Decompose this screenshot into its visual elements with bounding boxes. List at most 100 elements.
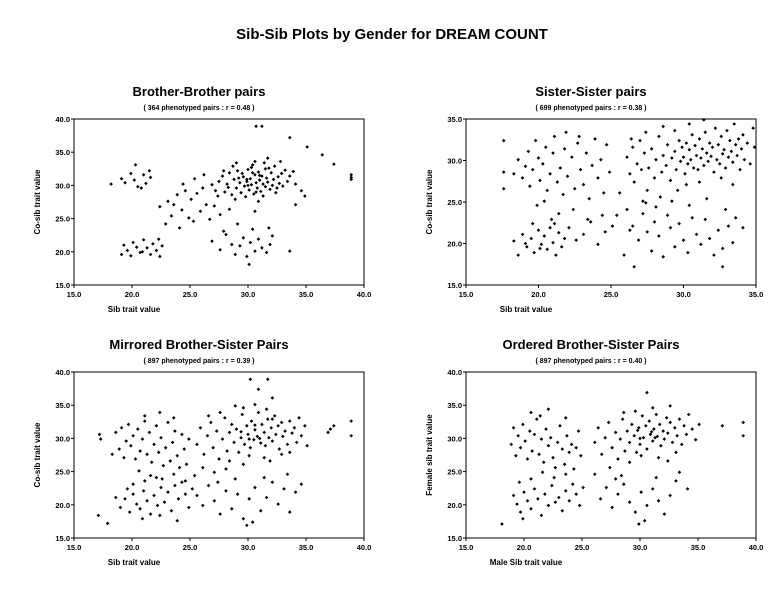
- data-point: [220, 174, 225, 178]
- data-point: [680, 145, 684, 150]
- data-point: [633, 510, 638, 514]
- chart-title: Ordered Brother-Sister Pairs: [502, 337, 679, 352]
- data-point: [158, 410, 162, 415]
- x-tick-label: 20.0: [125, 290, 140, 299]
- data-point: [248, 176, 253, 181]
- data-point: [657, 234, 661, 238]
- data-point: [299, 482, 304, 487]
- data-point: [534, 417, 539, 421]
- data-point: [166, 420, 170, 425]
- data-point: [642, 518, 647, 523]
- data-point: [741, 132, 745, 137]
- data-point: [147, 168, 152, 173]
- data-point: [690, 427, 694, 431]
- data-point: [670, 440, 675, 445]
- data-point: [584, 151, 589, 155]
- data-point: [154, 423, 159, 428]
- data-point: [567, 499, 572, 503]
- data-point: [681, 155, 686, 159]
- data-point: [233, 477, 238, 481]
- data-point: [558, 423, 562, 428]
- data-point: [272, 414, 277, 418]
- data-point: [269, 425, 273, 430]
- data-point: [177, 226, 182, 230]
- data-point: [119, 252, 124, 257]
- data-point: [262, 475, 267, 480]
- data-point: [659, 443, 663, 448]
- data-point: [243, 194, 248, 199]
- data-point: [163, 222, 168, 226]
- data-point: [610, 505, 614, 510]
- data-point: [180, 480, 184, 485]
- data-point: [536, 228, 541, 233]
- data-point: [142, 479, 147, 483]
- data-point: [578, 167, 583, 172]
- data-point: [693, 143, 697, 148]
- data-point: [227, 459, 232, 463]
- data-point: [645, 390, 649, 395]
- data-point: [630, 145, 635, 150]
- data-point: [686, 412, 691, 417]
- data-point: [241, 236, 246, 240]
- data-point: [214, 429, 219, 433]
- data-point: [644, 201, 648, 205]
- data-point: [710, 145, 715, 150]
- data-point: [218, 248, 222, 252]
- data-point: [213, 188, 218, 193]
- data-point: [668, 225, 673, 230]
- data-point: [615, 213, 619, 218]
- data-point: [553, 465, 558, 470]
- data-point: [720, 246, 725, 251]
- data-point: [264, 176, 269, 180]
- data-point: [604, 142, 609, 147]
- data-point: [156, 450, 161, 455]
- x-tick-label: 40.0: [357, 290, 372, 299]
- data-point: [136, 184, 140, 189]
- data-point: [567, 225, 571, 230]
- data-point: [627, 460, 632, 465]
- data-point: [260, 124, 264, 129]
- data-point: [129, 253, 133, 258]
- y-tick-label: 30.0: [55, 434, 70, 443]
- data-point: [512, 239, 516, 243]
- data-point: [269, 170, 273, 175]
- data-point: [733, 215, 738, 220]
- data-point: [677, 470, 682, 475]
- y-tick-label: 20.0: [55, 248, 70, 257]
- data-point: [521, 516, 525, 521]
- sister-sister-scatter-panel: Sister-Sister pairs ( 699 phenotyped pair…: [392, 72, 784, 352]
- data-point: [245, 423, 249, 428]
- data-point: [532, 487, 537, 491]
- chart-subtitle: ( 364 phenotyped pairs : r = 0.48 ): [143, 105, 254, 112]
- data-point: [686, 250, 690, 255]
- data-point: [281, 434, 285, 439]
- data-point: [649, 147, 654, 151]
- data-point: [349, 433, 354, 438]
- data-point: [156, 237, 161, 241]
- data-point: [535, 203, 539, 208]
- data-point: [303, 423, 307, 428]
- data-point: [349, 175, 354, 180]
- data-point: [540, 470, 545, 475]
- data-point: [270, 439, 275, 443]
- data-point: [122, 243, 126, 247]
- data-point: [666, 459, 670, 463]
- data-point: [656, 455, 661, 460]
- data-point: [637, 425, 641, 430]
- data-point: [722, 147, 726, 152]
- chart-subtitle: ( 897 phenotyped pairs : r = 0.40 ): [535, 358, 646, 365]
- data-point: [160, 477, 164, 481]
- data-point: [551, 240, 555, 245]
- data-point: [270, 234, 275, 238]
- data-point: [668, 178, 673, 183]
- data-point: [562, 236, 567, 241]
- data-point: [650, 406, 655, 410]
- data-point: [536, 156, 541, 160]
- data-point: [699, 156, 703, 160]
- y-tick-label: 25.0: [55, 215, 70, 224]
- data-point: [236, 176, 241, 180]
- data-point: [533, 138, 538, 143]
- sister-sister-chart-svg: Sister-Sister pairs ( 699 phenotyped pair…: [425, 84, 763, 314]
- data-point: [109, 182, 113, 186]
- data-point: [250, 163, 255, 167]
